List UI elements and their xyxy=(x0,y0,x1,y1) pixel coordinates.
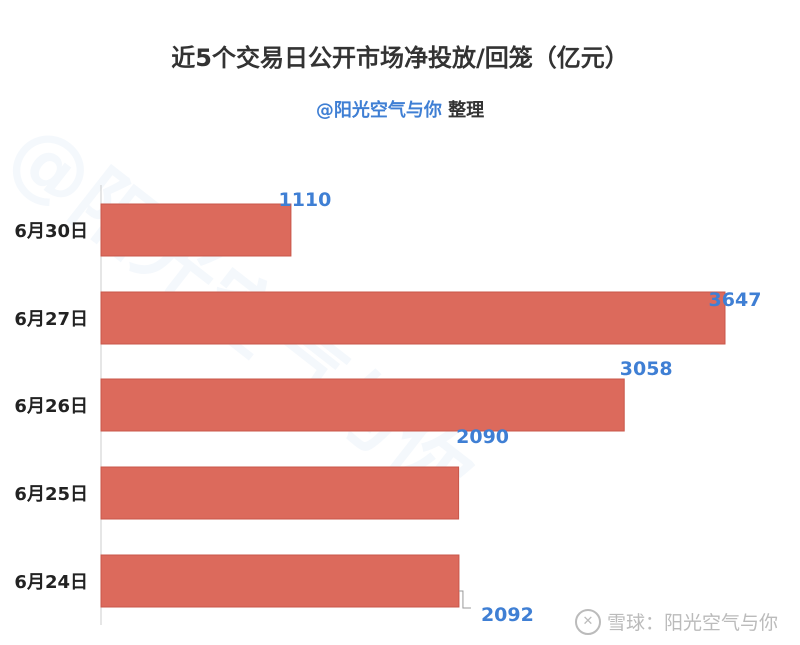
category-label: 6月24日 xyxy=(14,572,88,593)
xueqiu-icon: ✕ xyxy=(574,608,601,635)
category-label: 6月27日 xyxy=(14,309,88,330)
data-label: 2092 xyxy=(481,604,534,626)
data-label: 3647 xyxy=(709,289,762,311)
bar xyxy=(100,291,726,345)
category-label: 6月25日 xyxy=(14,484,88,505)
chart-title: 近5个交易日公开市场净投放/回笼（亿元） xyxy=(171,44,629,72)
logo-text: 雪球：阳光空气与你 xyxy=(606,612,778,634)
data-label: 1110 xyxy=(278,189,331,211)
leader-line xyxy=(458,590,471,609)
xueqiu-logo: ✕ 雪球：阳光空气与你 xyxy=(574,608,778,635)
subtitle-suffix: 整理 xyxy=(448,100,485,121)
category-label: 6月26日 xyxy=(14,396,88,417)
chart-subtitle: @阳光空气与你 整理 xyxy=(0,96,800,122)
bar xyxy=(100,554,460,608)
bar xyxy=(100,378,625,432)
category-label: 6月30日 xyxy=(14,221,88,242)
data-label: 2090 xyxy=(456,426,509,448)
author: @阳光空气与你 xyxy=(315,100,442,121)
data-label: 3058 xyxy=(620,358,673,380)
bar xyxy=(100,203,292,257)
bar xyxy=(100,466,460,520)
